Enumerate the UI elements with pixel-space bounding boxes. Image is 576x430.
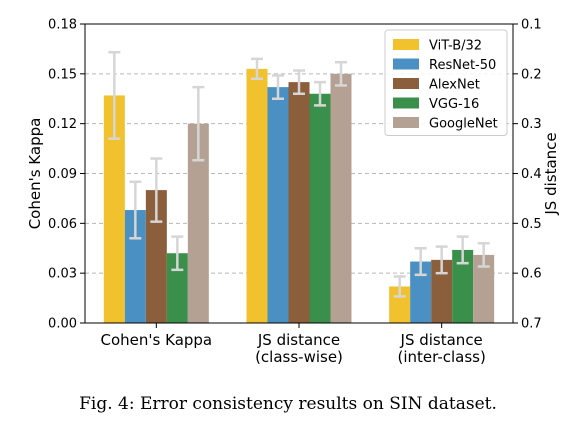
y2-tick-label: 0.4: [521, 167, 542, 182]
bars: [103, 68, 495, 324]
y-tick-label: 0.00: [48, 317, 77, 332]
legend: ViT-B/32 ResNet-50 AlexNet VGG-16 GoogleNet: [384, 29, 508, 136]
legend-box: [384, 29, 508, 136]
category-label: JS distance (class-wise): [255, 331, 343, 366]
category-labels: Cohen's Kappa JS distance (class-wise) JS d…: [101, 323, 486, 366]
y-tick-label: 0.09: [48, 167, 77, 182]
bar: [267, 87, 289, 323]
y2-tick-label: 0.3: [521, 117, 542, 132]
y-tick-label: 0.12: [48, 117, 77, 132]
legend-swatch: [393, 117, 419, 128]
y2-tick-label: 0.5: [521, 217, 542, 232]
y-tick-label: 0.18: [48, 18, 77, 33]
legend-swatch: [393, 58, 419, 70]
y2-tick-label: 0.1: [521, 18, 542, 33]
y-tick-label: 0.06: [48, 217, 77, 232]
right-axis-ticks: 0.1 0.2 0.3 0.4 0.5 0.6 0.7: [513, 18, 542, 332]
bar: [288, 82, 310, 323]
left-axis-ticks: 0.00 0.03 0.06 0.09 0.12 0.15 0.18: [48, 18, 85, 332]
legend-label: ResNet-50: [429, 58, 496, 73]
category-label: JS distance (inter-class): [397, 331, 485, 366]
y2-tick-label: 0.7: [521, 317, 542, 332]
bar: [473, 254, 495, 323]
bar: [187, 123, 209, 324]
legend-swatch: [393, 97, 419, 109]
category-label: Cohen's Kappa: [101, 331, 213, 349]
legend-swatch: [393, 39, 419, 50]
bar: [309, 93, 331, 324]
legend-swatch: [393, 78, 419, 89]
y-axis-label: Cohen's Kappa: [26, 118, 44, 230]
legend-label: GoogleNet: [429, 117, 498, 132]
y-tick-label: 0.03: [48, 267, 77, 282]
y-tick-label: 0.15: [48, 67, 77, 82]
bar: [452, 249, 474, 323]
bar: [410, 261, 432, 323]
y2-tick-label: 0.6: [521, 267, 542, 282]
legend-label: ViT-B/32: [429, 39, 482, 54]
bar: [145, 190, 167, 323]
bar: [431, 259, 453, 323]
y2-axis-label: JS distance: [542, 132, 560, 215]
y2-tick-label: 0.2: [521, 67, 542, 82]
bar-chart: 0.000.030.060.090.120.150.18 0.10.20.30.…: [26, 18, 560, 367]
legend-label: VGG-16: [429, 97, 479, 112]
legend-label: AlexNet: [429, 78, 480, 93]
bar: [103, 95, 125, 323]
error-bars: [108, 50, 490, 298]
bar: [330, 73, 352, 323]
figure-caption: Fig. 4: Error consistency results on SIN…: [79, 394, 497, 414]
bar: [246, 68, 268, 323]
